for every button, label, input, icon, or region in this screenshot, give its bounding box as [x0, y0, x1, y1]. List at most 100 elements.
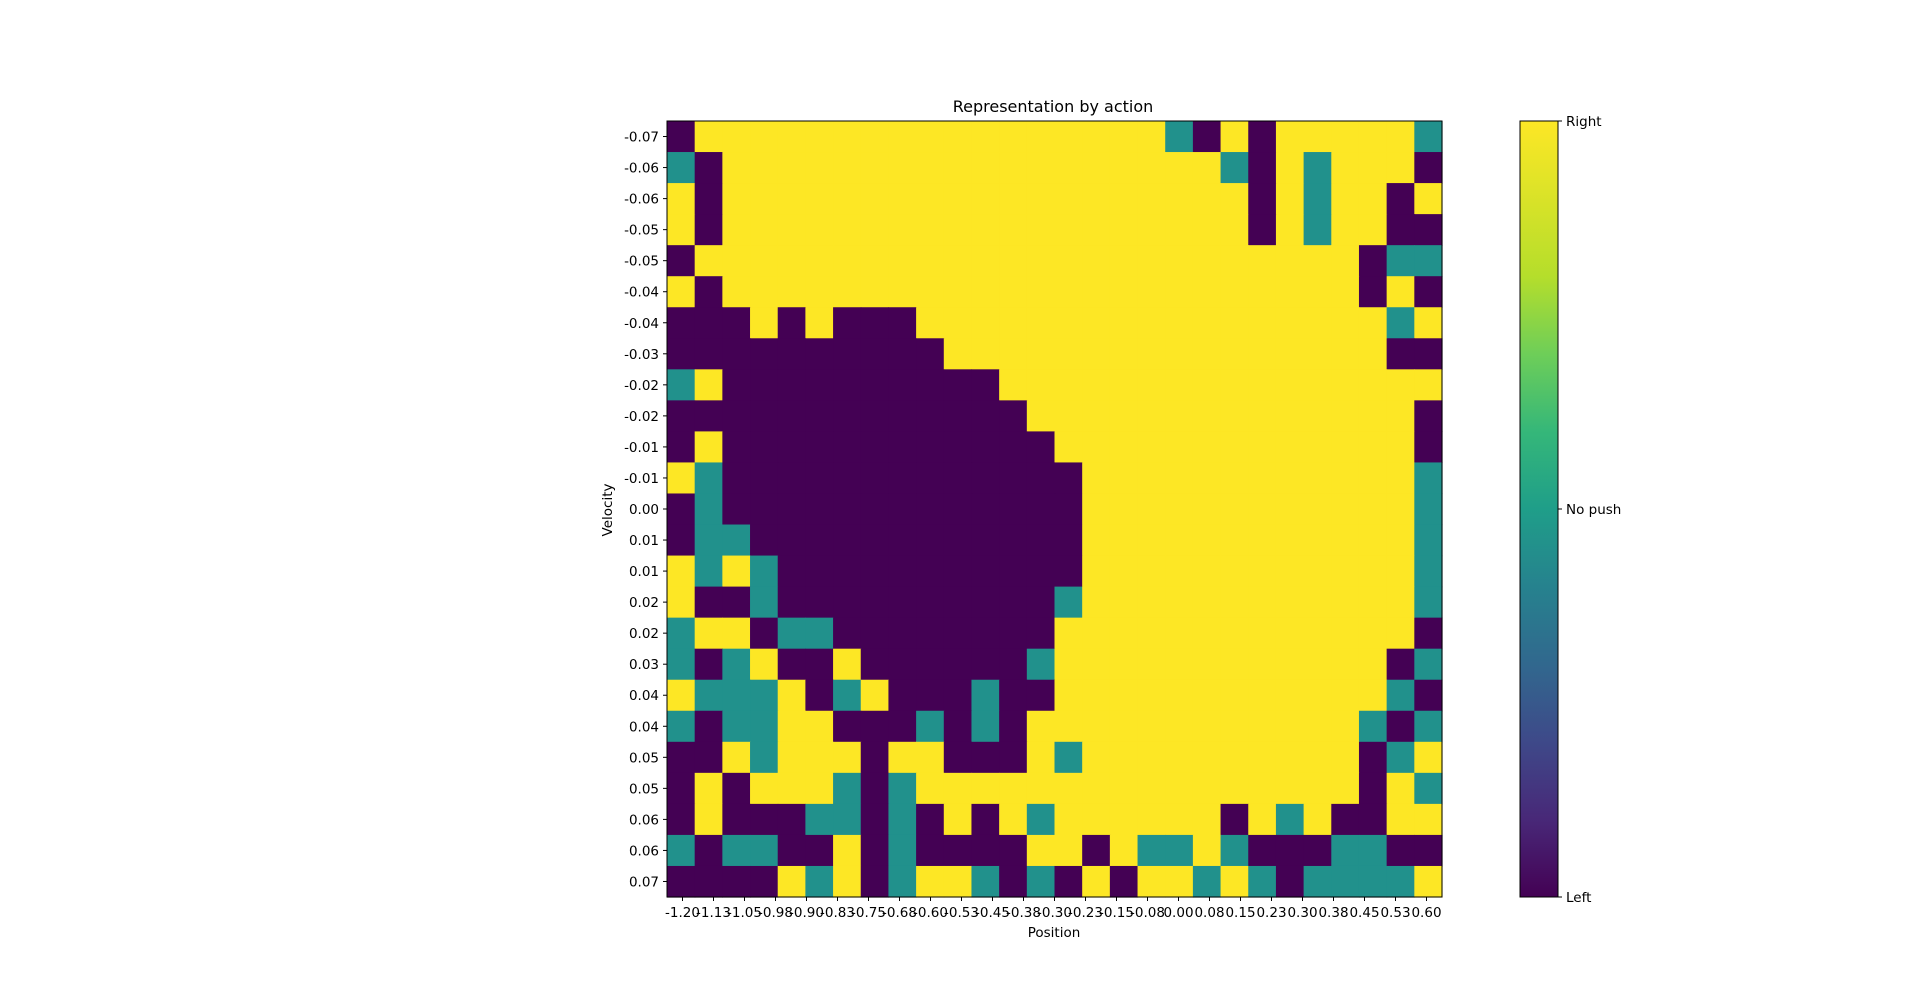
heatmap-cell	[1082, 772, 1111, 805]
heatmap-cell	[750, 183, 779, 215]
heatmap-cell	[750, 586, 779, 619]
heatmap-cell	[860, 152, 890, 184]
y-tick-label: 0.06	[629, 843, 659, 859]
heatmap-cell	[916, 462, 945, 495]
colorbar-ticks: Left No push Right	[1558, 114, 1621, 906]
heatmap-cell	[1192, 276, 1222, 308]
heatmap-cell	[1275, 307, 1305, 339]
heatmap-cell	[1054, 462, 1083, 495]
heatmap-cell	[888, 493, 917, 526]
heatmap-cell	[777, 307, 806, 339]
heatmap-cell	[943, 245, 973, 277]
heatmap-cell	[860, 679, 890, 712]
heatmap-cell	[1414, 307, 1443, 339]
heatmap-cell	[916, 276, 945, 308]
heatmap-cell	[1109, 121, 1139, 153]
heatmap-cell	[1331, 276, 1360, 308]
heatmap-cell	[722, 710, 751, 743]
heatmap-cell	[1386, 493, 1415, 526]
heatmap-cell	[1165, 679, 1194, 712]
heatmap-cell	[1165, 648, 1194, 681]
heatmap-cell	[777, 834, 806, 867]
heatmap-cell	[1165, 803, 1194, 836]
heatmap-cell	[1165, 214, 1194, 246]
heatmap-cell	[1054, 493, 1083, 526]
heatmap-cell	[1026, 865, 1056, 898]
heatmap-cell	[722, 524, 751, 557]
heatmap-cell	[1414, 679, 1443, 712]
heatmap-cell	[971, 431, 1000, 464]
heatmap-cell	[1275, 121, 1305, 153]
y-tick-label: 0.04	[629, 719, 659, 735]
heatmap-cell	[888, 648, 917, 681]
heatmap-cell	[1275, 462, 1305, 495]
heatmap-cell	[1082, 276, 1111, 308]
heatmap-cell	[1414, 431, 1443, 464]
heatmap-cell	[1165, 834, 1194, 867]
heatmap-cell	[1331, 369, 1360, 401]
heatmap-cell	[1275, 741, 1305, 774]
heatmap-cell	[888, 431, 917, 464]
heatmap-cell	[833, 431, 862, 464]
heatmap-cell	[667, 803, 696, 836]
heatmap-cell	[860, 431, 890, 464]
heatmap-cell	[860, 586, 890, 619]
heatmap-cell	[1358, 524, 1388, 557]
heatmap-cell	[1109, 679, 1139, 712]
heatmap-cell	[916, 741, 945, 774]
heatmap-cell	[1275, 276, 1305, 308]
heatmap-cell	[1220, 803, 1249, 836]
heatmap-cell	[1303, 431, 1332, 464]
heatmap-cell	[750, 834, 779, 867]
heatmap-cell	[1358, 152, 1388, 184]
heatmap-cell	[694, 307, 723, 339]
heatmap-cell	[1026, 555, 1056, 588]
heatmap-cell	[1414, 462, 1443, 495]
heatmap-cell	[916, 617, 945, 650]
heatmap-cell	[1248, 400, 1277, 432]
heatmap-cell	[1192, 865, 1222, 898]
heatmap-cell	[1414, 400, 1443, 432]
heatmap-cell	[1137, 183, 1166, 215]
heatmap-cell	[1386, 586, 1415, 619]
heatmap-cell	[916, 586, 945, 619]
heatmap-cell	[1331, 555, 1360, 588]
heatmap-cell	[1414, 617, 1443, 650]
heatmap-cell	[1220, 183, 1249, 215]
heatmap-cell	[1109, 369, 1139, 401]
heatmap-cell	[1303, 307, 1332, 339]
heatmap-cell	[971, 710, 1000, 743]
heatmap-cell	[999, 493, 1028, 526]
heatmap-cell	[777, 524, 806, 557]
heatmap-cell	[1303, 183, 1332, 215]
heatmap-cell	[1331, 431, 1360, 464]
heatmap-cell	[833, 586, 862, 619]
heatmap-cell	[667, 555, 696, 588]
heatmap-cell	[1054, 524, 1083, 557]
heatmap-cell	[1109, 183, 1139, 215]
heatmap-cell	[943, 741, 973, 774]
heatmap-cell	[777, 369, 806, 401]
heatmap-cell	[1248, 431, 1277, 464]
heatmap-cell	[1054, 121, 1083, 153]
heatmap-cell	[1054, 214, 1083, 246]
y-tick-label: 0.02	[629, 626, 659, 642]
heatmap-cell	[694, 400, 723, 432]
heatmap-cell	[1414, 834, 1443, 867]
heatmap-cell	[1303, 245, 1332, 277]
heatmap-cell	[943, 803, 973, 836]
heatmap-cell	[750, 493, 779, 526]
heatmap-cell	[1331, 152, 1360, 184]
heatmap-cell	[999, 617, 1028, 650]
heatmap-cell	[1386, 524, 1415, 557]
heatmap-cell	[1303, 648, 1332, 681]
heatmap-cell	[805, 369, 834, 401]
heatmap-cell	[694, 152, 723, 184]
heatmap-cell	[1248, 834, 1277, 867]
heatmap-cell	[1137, 586, 1166, 619]
heatmap-cell	[1386, 617, 1415, 650]
x-tick-label: 0.30	[1287, 905, 1317, 921]
heatmap-cell	[777, 865, 806, 898]
heatmap-cell	[1054, 648, 1083, 681]
heatmap-cell	[1414, 803, 1443, 836]
